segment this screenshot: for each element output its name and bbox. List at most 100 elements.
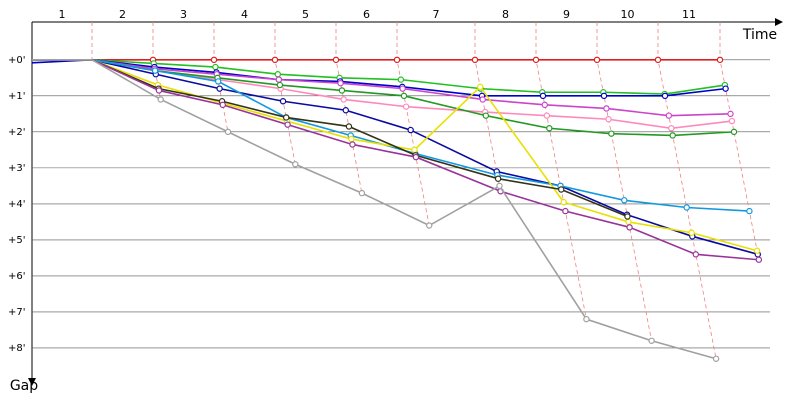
x-tick-label: 11 (682, 8, 696, 21)
series (32, 59, 631, 220)
point (603, 105, 610, 112)
point (338, 87, 346, 94)
point (668, 125, 675, 132)
lap-marker (719, 22, 760, 260)
series-line (91, 59, 717, 360)
point (605, 116, 612, 123)
point (219, 101, 226, 109)
x-tick-label: 8 (502, 8, 509, 21)
point (214, 78, 222, 85)
point (688, 229, 695, 236)
point (407, 126, 414, 134)
gap-arrow (28, 378, 36, 386)
point (292, 161, 299, 168)
point (722, 85, 729, 92)
point (157, 96, 164, 103)
point (397, 76, 405, 83)
lap-marker (657, 22, 717, 359)
series (32, 59, 753, 215)
point (276, 81, 284, 89)
point (412, 153, 420, 161)
point (727, 110, 734, 118)
y-tick-label: +8' (8, 343, 26, 354)
y-tick-label: +0' (8, 55, 26, 66)
point (283, 114, 290, 121)
point (692, 251, 700, 258)
point (402, 103, 410, 110)
point (669, 132, 676, 139)
x-tick-label: 1 (59, 8, 66, 21)
point (728, 117, 736, 125)
x-tick-label: 7 (433, 8, 440, 21)
y-tick-label: +6' (8, 271, 26, 282)
point (279, 98, 287, 105)
point (608, 130, 615, 137)
point (348, 135, 355, 143)
y-tick-label: +1' (8, 91, 26, 102)
point (543, 112, 551, 119)
point (661, 92, 669, 100)
lap-marker (535, 22, 587, 320)
point (342, 107, 349, 114)
point (345, 123, 353, 130)
point (532, 56, 540, 64)
y-tick-label: +5' (8, 235, 26, 246)
lap-marker (274, 22, 296, 165)
lap-marker (335, 22, 363, 194)
point (546, 125, 553, 132)
point (212, 63, 219, 71)
point (621, 197, 628, 204)
point (393, 56, 401, 64)
point (730, 128, 738, 136)
point (539, 92, 547, 100)
point (683, 204, 690, 211)
point (399, 85, 406, 92)
point (624, 213, 631, 220)
point (400, 92, 408, 100)
point (358, 189, 366, 197)
series (32, 59, 738, 139)
point (155, 87, 163, 94)
grid (32, 22, 770, 359)
point (284, 121, 291, 128)
y-tick-label: +2' (8, 127, 26, 138)
point (755, 256, 763, 263)
point (477, 83, 484, 91)
y-axis-label: Gap (10, 378, 38, 394)
series (32, 59, 762, 258)
point (274, 71, 281, 78)
x-tick-label: 10 (621, 8, 635, 21)
point (494, 175, 502, 182)
series (32, 59, 720, 362)
point (625, 218, 632, 226)
point (716, 56, 724, 64)
point (626, 224, 633, 231)
point (746, 207, 753, 215)
point (340, 96, 347, 103)
point (224, 128, 232, 136)
lap-marker (474, 22, 501, 192)
point (593, 56, 601, 64)
point (426, 222, 433, 229)
point (482, 112, 490, 119)
point (349, 141, 356, 148)
x-tick-label: 6 (363, 8, 370, 21)
point (583, 315, 590, 323)
point (753, 247, 761, 254)
point (560, 198, 567, 206)
x-axis-label: Time (742, 27, 777, 43)
point (411, 146, 418, 154)
time-arrow (775, 18, 783, 26)
point (471, 56, 479, 64)
point (600, 92, 608, 100)
series (32, 59, 734, 119)
point (275, 76, 283, 83)
point (712, 355, 720, 362)
y-tick-label: +7' (8, 307, 26, 318)
lap-marker (396, 22, 430, 226)
point (337, 80, 344, 87)
x-tick-label: 4 (241, 8, 248, 21)
point (332, 56, 340, 64)
